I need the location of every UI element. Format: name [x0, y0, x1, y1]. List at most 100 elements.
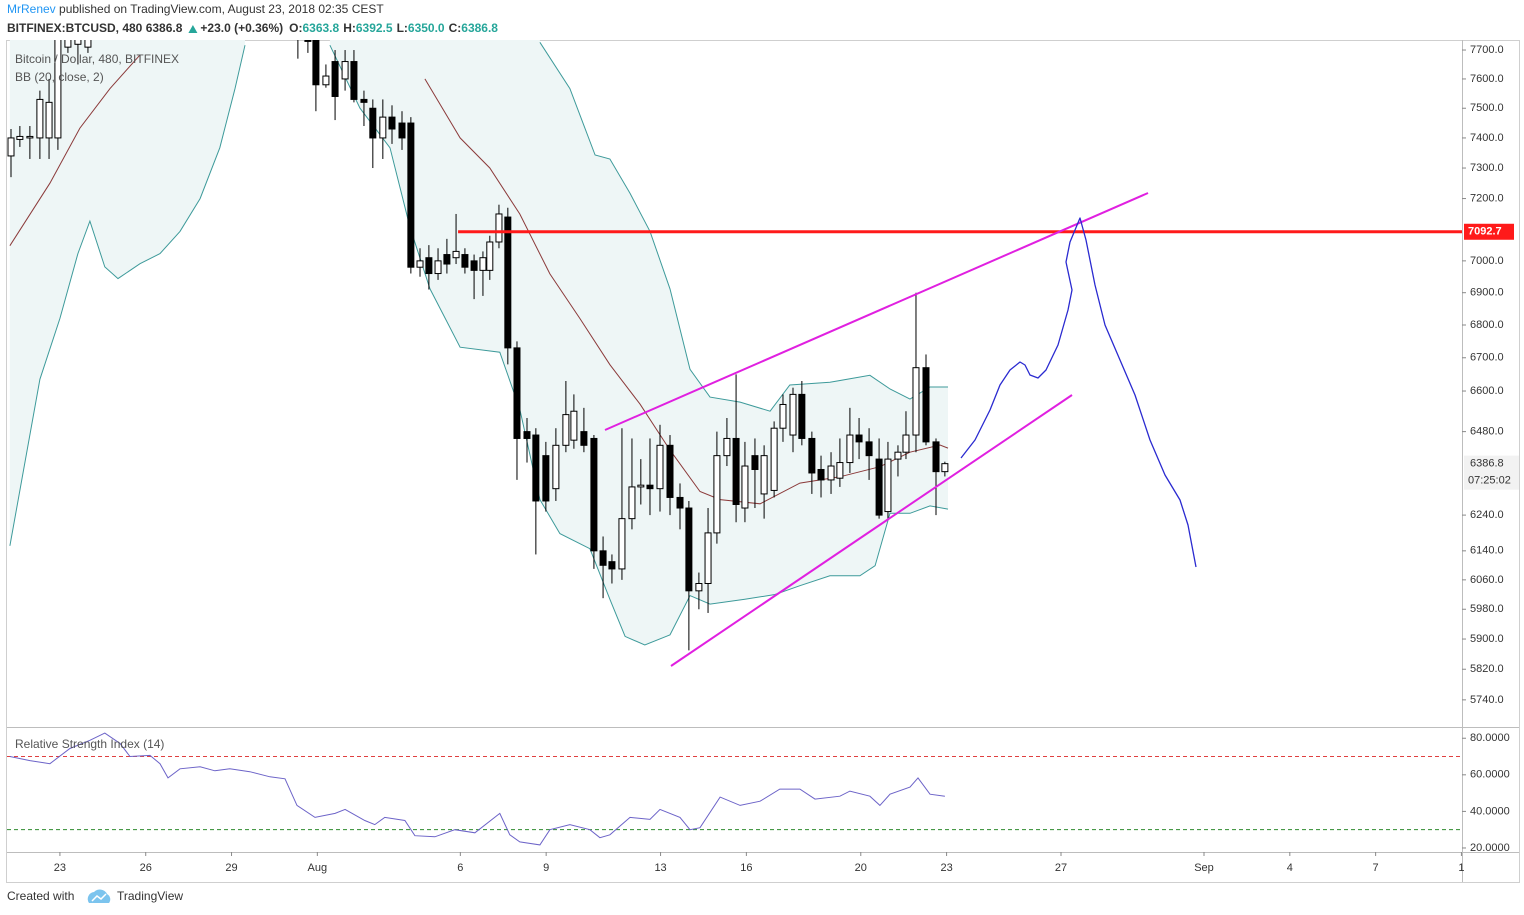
candle-body	[798, 393, 806, 439]
ohlc-key: O:	[289, 21, 302, 35]
candle-body	[846, 434, 854, 464]
x-tick-label: 6	[457, 862, 463, 874]
ohlc-item: H:6392.5	[343, 21, 393, 35]
x-tick-label: 23	[940, 862, 952, 874]
candle-body	[656, 444, 664, 490]
candle-body	[912, 367, 920, 436]
x-tick-label: 13	[654, 862, 666, 874]
bb-fill	[329, 40, 949, 646]
bb-legend: BB (20, close, 2)	[15, 70, 104, 84]
y-tick-label: 7400.0	[1470, 132, 1504, 144]
candle-body	[704, 532, 712, 585]
trendline-lower	[670, 394, 1073, 667]
candle-body	[646, 484, 654, 490]
x-tick-label: 16	[740, 862, 752, 874]
candle-body	[751, 455, 759, 470]
x-tick-label: 4	[1287, 862, 1293, 874]
ohlc-key: C:	[449, 21, 462, 35]
symbol: BITFINEX:BTCUSD, 480	[7, 21, 143, 35]
y-tick-label: 5900.0	[1470, 633, 1504, 645]
up-arrow	[188, 25, 198, 33]
rsi-y-tick-label: 80.0000	[1470, 732, 1510, 744]
author: MrRenev	[7, 2, 56, 16]
footer-brand[interactable]: TradingView	[117, 889, 183, 903]
candle-body	[523, 431, 531, 439]
candle-body	[570, 410, 578, 441]
candle-body	[360, 98, 368, 103]
last-price-tag	[1464, 455, 1519, 490]
candle-body	[350, 61, 358, 100]
candle-body	[599, 550, 607, 566]
y-tick-label: 5820.0	[1470, 663, 1504, 675]
candle-body	[470, 260, 478, 271]
publish-line: MrRenev published on TradingView.com, Au…	[7, 2, 384, 16]
candle-body	[676, 496, 684, 509]
last: 6386.8	[146, 21, 183, 35]
candle-body	[855, 434, 863, 443]
candle-body	[369, 107, 377, 139]
rsi-y-tick-label: 60.0000	[1470, 769, 1510, 781]
rsi-legend: Relative Strength Index (14)	[15, 737, 164, 751]
candle-body	[932, 441, 940, 473]
frame	[6, 40, 1520, 883]
candle-body	[637, 484, 645, 488]
countdown-label: 07:25:02	[1468, 475, 1511, 487]
y-tick-label: 6140.0	[1470, 545, 1504, 557]
candle-body	[884, 458, 892, 513]
candle-body	[331, 61, 339, 97]
y-tick-label: 6240.0	[1470, 509, 1504, 521]
y-tick-label: 5740.0	[1470, 694, 1504, 706]
x-tick-label: 7	[1373, 862, 1379, 874]
ohlc-item: C:6386.8	[449, 21, 499, 35]
candle-body	[84, 40, 92, 48]
candle-body	[590, 437, 598, 552]
y-tick-label: 7000.0	[1470, 255, 1504, 267]
x-tick-label: 20	[855, 862, 867, 874]
candle-body	[542, 455, 550, 502]
candle-body	[685, 507, 693, 592]
candle-body	[452, 250, 460, 259]
h-level-tag	[1464, 223, 1514, 240]
drawings	[604, 192, 1197, 667]
x-tick-label: 1	[1458, 862, 1464, 874]
rsi-line	[9, 732, 945, 846]
candle-body	[304, 40, 312, 42]
y-tick-label: 7700.0	[1470, 44, 1504, 56]
y-tick-label: 5980.0	[1470, 603, 1504, 615]
candle-body	[723, 437, 731, 457]
y-tick-label: 7300.0	[1470, 162, 1504, 174]
candle-body	[732, 437, 740, 505]
candle-body	[552, 444, 560, 490]
candle-body	[398, 122, 406, 139]
footer-created: Created with	[7, 889, 74, 903]
ohlc-value: 6386.8	[461, 21, 498, 35]
candle-body	[341, 61, 349, 80]
y-tick-label: 7600.0	[1470, 73, 1504, 85]
candle-body	[628, 486, 636, 520]
candle-body	[479, 257, 487, 271]
bb-fill	[9, 40, 245, 546]
candle-body	[941, 463, 949, 473]
candle-body	[504, 216, 512, 349]
candle-body	[407, 122, 415, 268]
axes: 7700.0 7600.0 7500.0 7400.0 7300.0 7200.0 7000…	[54, 44, 1519, 874]
candle-body	[618, 518, 626, 570]
rsi-pane	[7, 732, 1462, 846]
candle-body	[580, 431, 588, 446]
y-tick-label: 6900.0	[1470, 287, 1504, 299]
y-tick-label: 6480.0	[1470, 426, 1504, 438]
candle-body	[16, 135, 24, 140]
ohlc-item: L:6350.0	[397, 21, 445, 35]
candle-body	[495, 213, 503, 243]
candle-body	[875, 458, 883, 516]
y-tick-label: 6800.0	[1470, 319, 1504, 331]
candle-body	[322, 75, 330, 86]
change-line: +23.0 (+0.36%)	[200, 21, 283, 35]
candle-body	[532, 434, 540, 502]
candle-body	[54, 40, 62, 139]
candle-body	[513, 347, 521, 439]
candle-body	[865, 441, 873, 457]
published: published on TradingView.com, August 23,…	[59, 2, 384, 16]
